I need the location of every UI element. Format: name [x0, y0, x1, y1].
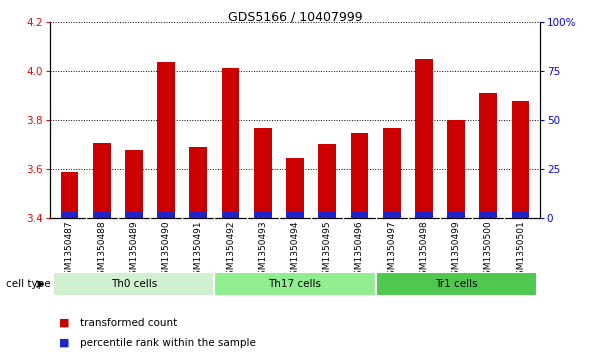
Text: GDS5166 / 10407999: GDS5166 / 10407999: [228, 11, 362, 24]
Text: GSM1350496: GSM1350496: [355, 220, 364, 281]
Bar: [480, 93, 497, 218]
Bar: [415, 58, 432, 218]
Bar: [376, 272, 537, 296]
Text: Th0 cells: Th0 cells: [111, 279, 157, 289]
Text: GSM1350492: GSM1350492: [226, 220, 235, 281]
Bar: [350, 212, 368, 218]
Bar: [158, 212, 175, 218]
Text: GSM1350501: GSM1350501: [516, 220, 525, 281]
Bar: [286, 158, 304, 218]
Text: GSM1350497: GSM1350497: [387, 220, 396, 281]
Bar: [447, 212, 465, 218]
Text: GSM1350491: GSM1350491: [194, 220, 203, 281]
Bar: [61, 212, 78, 218]
Bar: [415, 212, 432, 218]
Text: cell type: cell type: [6, 279, 51, 289]
Text: GSM1350489: GSM1350489: [129, 220, 139, 281]
Bar: [319, 212, 336, 218]
Text: percentile rank within the sample: percentile rank within the sample: [80, 338, 255, 348]
Bar: [254, 212, 271, 218]
Bar: [319, 144, 336, 218]
Bar: [189, 212, 207, 218]
Text: GSM1350488: GSM1350488: [97, 220, 106, 281]
Text: ■: ■: [59, 318, 70, 328]
Text: GSM1350499: GSM1350499: [451, 220, 461, 281]
Text: GSM1350493: GSM1350493: [258, 220, 267, 281]
Bar: [93, 143, 110, 218]
Bar: [447, 120, 465, 218]
Bar: [214, 272, 376, 296]
Bar: [53, 272, 214, 296]
Text: GSM1350494: GSM1350494: [290, 220, 300, 281]
Bar: [512, 101, 529, 218]
Text: ■: ■: [59, 338, 70, 348]
Bar: [93, 212, 110, 218]
Bar: [158, 62, 175, 218]
Bar: [383, 129, 401, 218]
Text: GSM1350487: GSM1350487: [65, 220, 74, 281]
Bar: [350, 133, 368, 218]
Text: GSM1350500: GSM1350500: [484, 220, 493, 281]
Bar: [125, 150, 143, 218]
Text: GSM1350490: GSM1350490: [162, 220, 171, 281]
Text: transformed count: transformed count: [80, 318, 177, 328]
Text: Tr1 cells: Tr1 cells: [435, 279, 477, 289]
Text: Th17 cells: Th17 cells: [268, 279, 322, 289]
Bar: [189, 147, 207, 218]
Bar: [254, 129, 271, 218]
Bar: [286, 212, 304, 218]
Bar: [125, 212, 143, 218]
Bar: [383, 212, 401, 218]
Bar: [480, 212, 497, 218]
Text: GSM1350498: GSM1350498: [419, 220, 428, 281]
Text: GSM1350495: GSM1350495: [323, 220, 332, 281]
Bar: [512, 212, 529, 218]
Bar: [222, 212, 240, 218]
Bar: [61, 172, 78, 218]
Bar: [222, 68, 240, 218]
